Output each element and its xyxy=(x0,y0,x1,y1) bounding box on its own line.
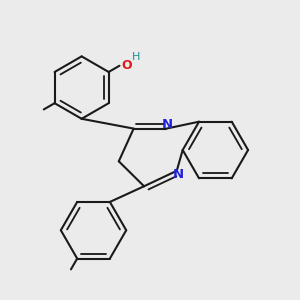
Text: N: N xyxy=(162,118,173,131)
Text: H: H xyxy=(132,52,140,62)
Text: O: O xyxy=(121,59,132,72)
Text: N: N xyxy=(172,169,184,182)
